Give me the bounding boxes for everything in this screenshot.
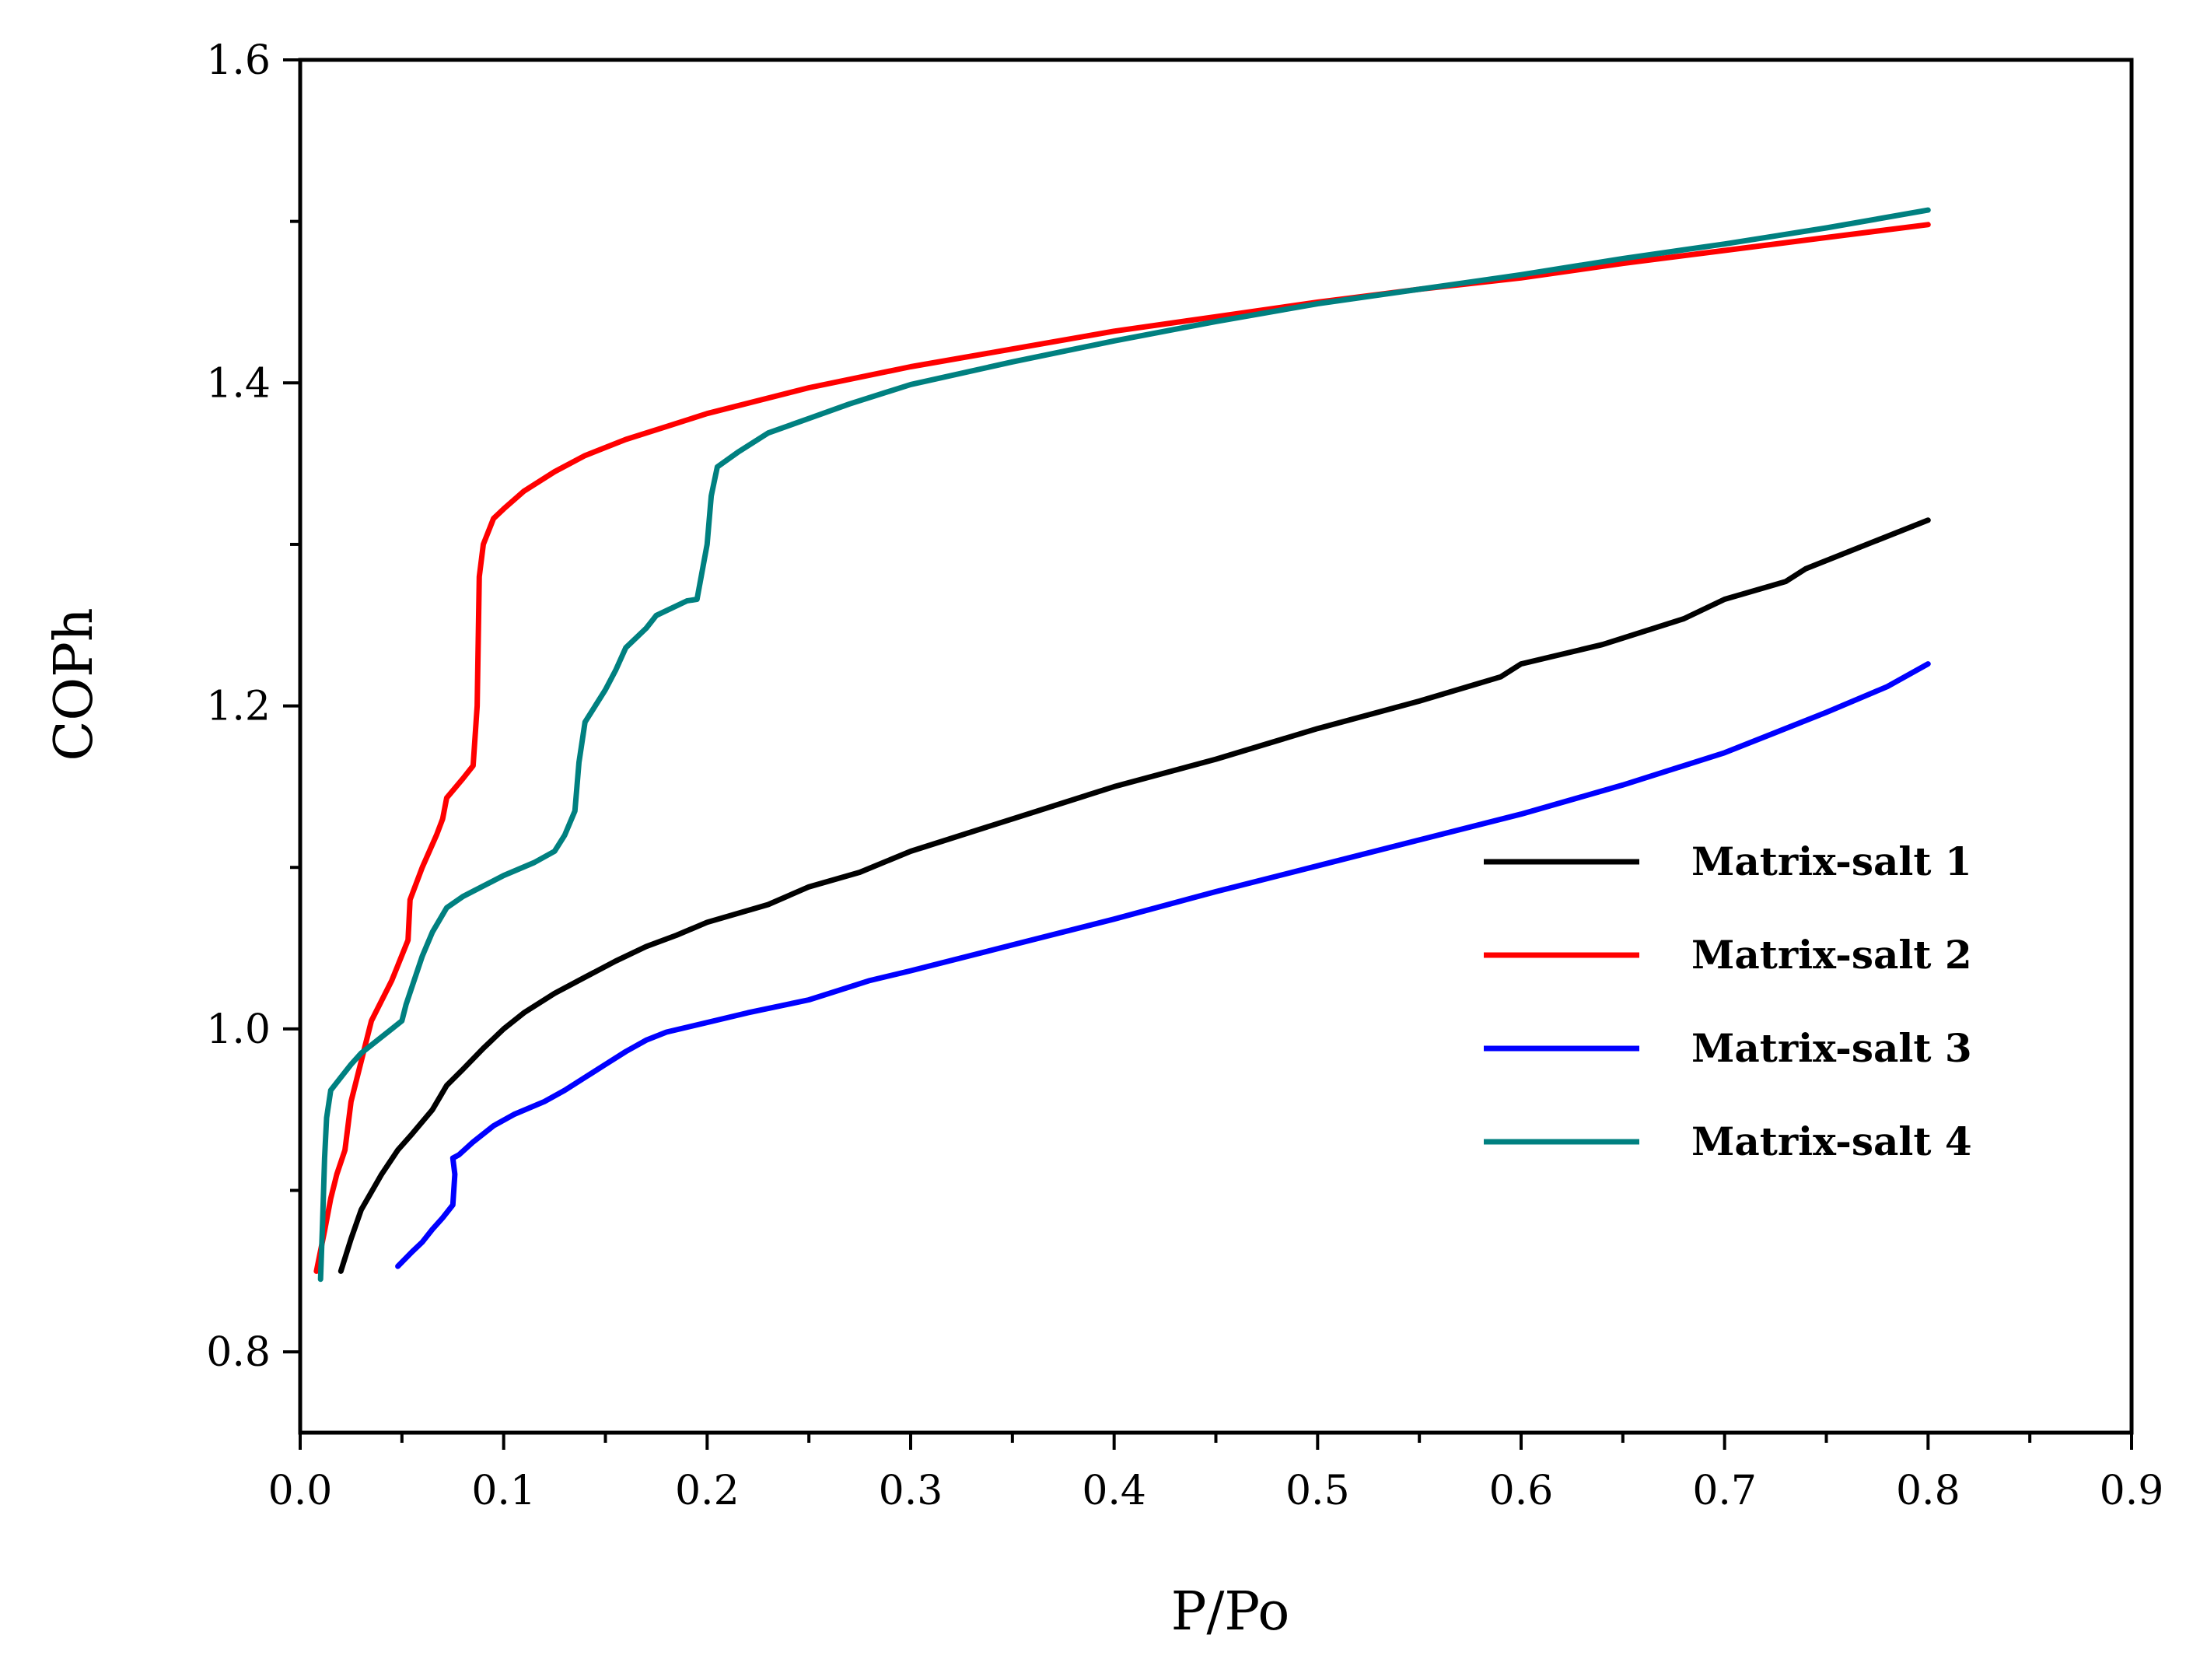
y-tick-label: 1.0 bbox=[206, 1006, 271, 1053]
legend-label-matrix-salt-4: Matrix-salt 4 bbox=[1691, 1118, 1972, 1164]
y-tick-label: 0.8 bbox=[206, 1329, 271, 1376]
series-line-matrix-salt-4 bbox=[317, 207, 1931, 1283]
y-tick-label: 1.4 bbox=[206, 360, 271, 407]
y-tick-label: 1.6 bbox=[206, 37, 271, 84]
series-layer bbox=[313, 207, 1931, 1283]
x-tick-label: 0.4 bbox=[1082, 1468, 1146, 1514]
x-tick-label: 0.1 bbox=[471, 1468, 536, 1514]
legend-label-matrix-salt-1: Matrix-salt 1 bbox=[1691, 838, 1972, 884]
x-tick-label: 0.6 bbox=[1489, 1468, 1554, 1514]
legend-label-matrix-salt-3: Matrix-salt 3 bbox=[1691, 1025, 1972, 1071]
ticks-layer: 0.0 0.1 0.2 0.3 0.4 0.5 0.6 0.7 0.8 0.9 0.8 1.0 1.2 1… bbox=[206, 37, 2163, 1514]
plot-frame bbox=[298, 58, 2134, 1435]
series-line-matrix-salt-1 bbox=[338, 517, 1931, 1274]
legend-label-matrix-salt-2: Matrix-salt 2 bbox=[1691, 932, 1972, 978]
x-tick-label: 0.0 bbox=[268, 1468, 333, 1514]
x-tick-label: 0.7 bbox=[1692, 1468, 1757, 1514]
x-tick-label: 0.8 bbox=[1896, 1468, 1960, 1514]
x-tick-label: 0.9 bbox=[2100, 1468, 2164, 1514]
y-axis-title: COPh bbox=[44, 607, 105, 761]
x-tick-label: 0.3 bbox=[879, 1468, 943, 1514]
series-line-matrix-salt-2 bbox=[313, 222, 1931, 1274]
x-tick-label: 0.5 bbox=[1285, 1468, 1350, 1514]
series-line-matrix-salt-3 bbox=[395, 661, 1931, 1269]
y-tick-label: 1.2 bbox=[206, 684, 271, 730]
x-axis-title: P/Po bbox=[1171, 1581, 1290, 1643]
x-tick-label: 0.2 bbox=[675, 1468, 740, 1514]
legend: Matrix-salt 1 Matrix-salt 2 Matrix-salt 3 M… bbox=[1484, 838, 1972, 1164]
